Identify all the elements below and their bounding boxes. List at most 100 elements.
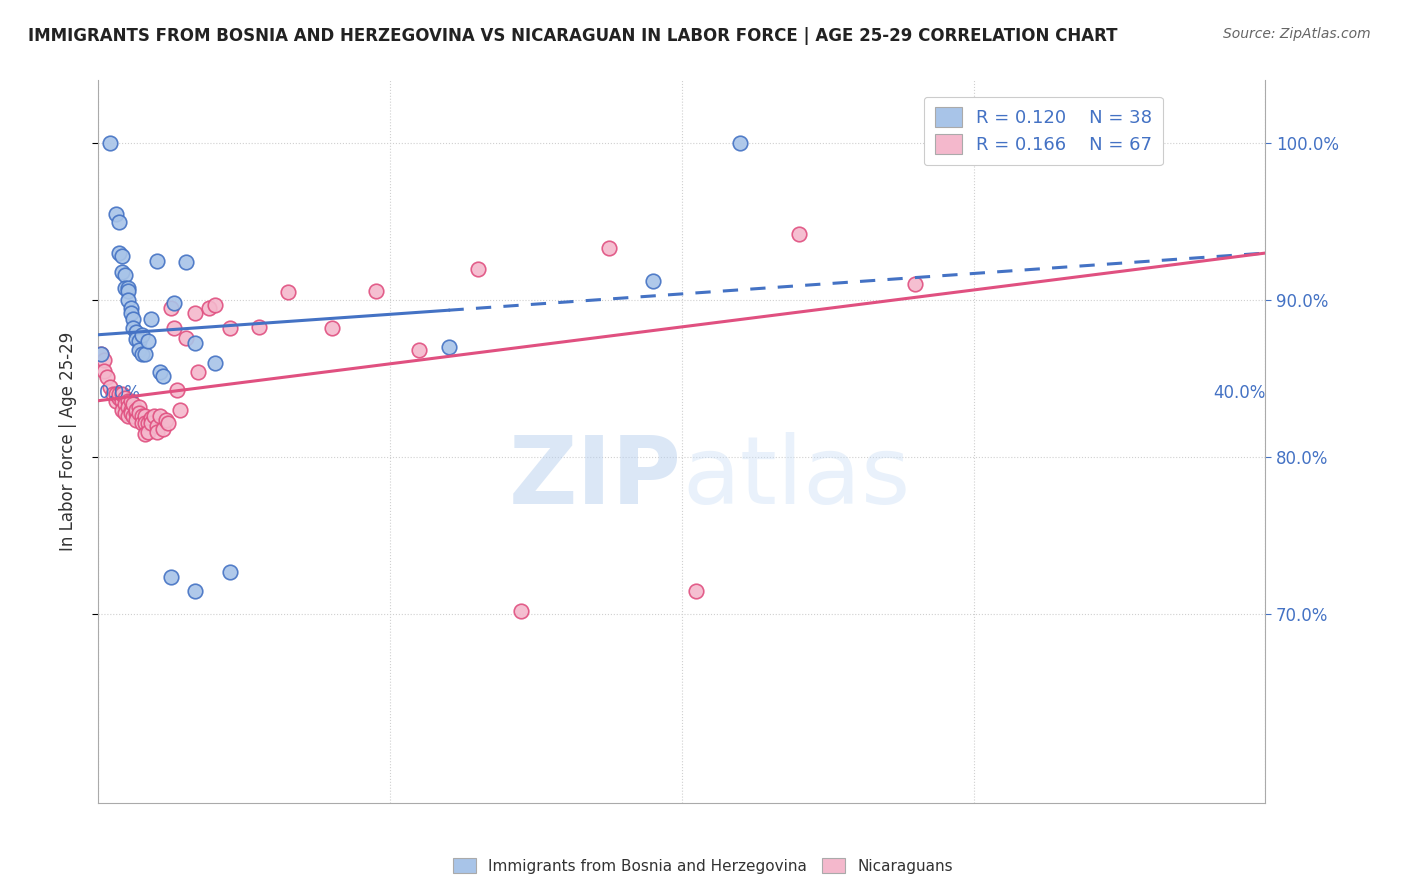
Point: [183, 306, 205, 320]
Point: [114, 397, 136, 411]
Point: [134, 416, 156, 430]
Point: [120, 403, 142, 417]
Point: [139, 411, 162, 425]
Point: [136, 334, 159, 348]
Point: [117, 409, 139, 424]
Point: [730, 136, 752, 150]
Point: [904, 277, 927, 292]
Point: [437, 340, 460, 354]
Point: [122, 397, 145, 411]
Point: [114, 391, 136, 405]
Point: [125, 406, 148, 420]
Point: [117, 400, 139, 414]
Point: [108, 246, 131, 260]
Point: [101, 387, 124, 401]
Point: [787, 227, 810, 242]
Point: [136, 425, 159, 439]
Point: [117, 393, 139, 408]
Point: [122, 321, 145, 335]
Point: [183, 335, 205, 350]
Point: [125, 403, 148, 417]
Point: [166, 383, 188, 397]
Point: [142, 409, 165, 424]
Point: [120, 393, 142, 408]
Point: [128, 406, 150, 420]
Point: [467, 261, 489, 276]
Point: [111, 265, 134, 279]
Point: [277, 285, 299, 300]
Point: [128, 343, 150, 358]
Point: [247, 319, 270, 334]
Point: [120, 301, 142, 315]
Point: [120, 306, 142, 320]
Point: [93, 352, 115, 367]
Legend: R = 0.120    N = 38, R = 0.166    N = 67: R = 0.120 N = 38, R = 0.166 N = 67: [924, 96, 1163, 165]
Point: [198, 301, 221, 315]
Point: [136, 416, 159, 430]
Point: [125, 325, 148, 339]
Point: [111, 403, 134, 417]
Point: [134, 409, 156, 424]
Point: [131, 409, 153, 424]
Point: [90, 346, 112, 360]
Text: atlas: atlas: [682, 432, 910, 524]
Point: [125, 412, 148, 426]
Point: [111, 393, 134, 408]
Point: [510, 604, 533, 618]
Point: [98, 136, 121, 150]
Text: 0.0%: 0.0%: [98, 384, 141, 401]
Point: [183, 583, 205, 598]
Point: [160, 569, 183, 583]
Point: [125, 333, 148, 347]
Point: [93, 364, 115, 378]
Point: [90, 346, 112, 360]
Point: [163, 321, 186, 335]
Point: [108, 214, 131, 228]
Point: [128, 334, 150, 348]
Text: IMMIGRANTS FROM BOSNIA AND HERZEGOVINA VS NICARAGUAN IN LABOR FORCE | AGE 25-29 : IMMIGRANTS FROM BOSNIA AND HERZEGOVINA V…: [28, 27, 1118, 45]
Point: [114, 280, 136, 294]
Point: [117, 280, 139, 294]
Text: ZIP: ZIP: [509, 432, 682, 524]
Point: [122, 312, 145, 326]
Y-axis label: In Labor Force | Age 25-29: In Labor Force | Age 25-29: [59, 332, 77, 551]
Point: [598, 241, 620, 255]
Point: [117, 284, 139, 298]
Point: [149, 366, 172, 380]
Point: [131, 416, 153, 430]
Point: [408, 343, 430, 358]
Point: [104, 387, 127, 401]
Point: [134, 346, 156, 360]
Point: [218, 321, 240, 335]
Point: [641, 274, 664, 288]
Point: [152, 422, 174, 436]
Point: [163, 296, 186, 310]
Legend: Immigrants from Bosnia and Herzegovina, Nicaraguans: Immigrants from Bosnia and Herzegovina, …: [447, 852, 959, 880]
Point: [152, 368, 174, 383]
Point: [146, 418, 169, 433]
Point: [146, 254, 169, 268]
Point: [96, 370, 118, 384]
Point: [128, 400, 150, 414]
Point: [111, 387, 134, 401]
Point: [174, 255, 197, 269]
Point: [174, 331, 197, 345]
Point: [120, 406, 142, 420]
Point: [364, 284, 387, 298]
Point: [111, 249, 134, 263]
Point: [204, 298, 226, 312]
Point: [131, 346, 153, 360]
Point: [169, 403, 191, 417]
Point: [1021, 136, 1043, 150]
Point: [218, 565, 240, 579]
Text: 40.0%: 40.0%: [1213, 384, 1265, 401]
Text: Source: ZipAtlas.com: Source: ZipAtlas.com: [1223, 27, 1371, 41]
Point: [187, 366, 209, 380]
Point: [146, 425, 169, 439]
Point: [160, 301, 183, 315]
Point: [134, 426, 156, 441]
Point: [122, 409, 145, 424]
Point: [149, 409, 172, 424]
Point: [321, 321, 343, 335]
Point: [131, 327, 153, 342]
